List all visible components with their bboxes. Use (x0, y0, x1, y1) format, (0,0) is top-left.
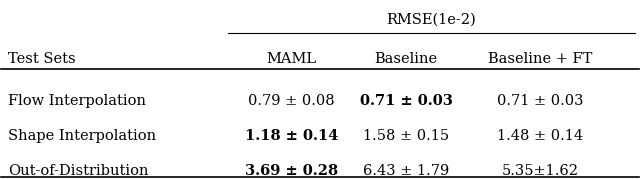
Text: 1.58 ± 0.15: 1.58 ± 0.15 (363, 129, 449, 143)
Text: Flow Interpolation: Flow Interpolation (8, 94, 146, 108)
Text: 1.48 ± 0.14: 1.48 ± 0.14 (497, 129, 583, 143)
Text: 6.43 ± 1.79: 6.43 ± 1.79 (363, 164, 449, 178)
Text: Out-of-Distribution: Out-of-Distribution (8, 164, 148, 178)
Text: RMSE(1e-2): RMSE(1e-2) (387, 13, 476, 26)
Text: Test Sets: Test Sets (8, 52, 76, 66)
Text: Shape Interpolation: Shape Interpolation (8, 129, 156, 143)
Text: Baseline: Baseline (374, 52, 438, 66)
Text: 0.79 ± 0.08: 0.79 ± 0.08 (248, 94, 335, 108)
Text: 3.69 ± 0.28: 3.69 ± 0.28 (244, 164, 338, 178)
Text: 5.35±1.62: 5.35±1.62 (501, 164, 579, 178)
Text: 0.71 ± 0.03: 0.71 ± 0.03 (497, 94, 583, 108)
Text: 0.71 ± 0.03: 0.71 ± 0.03 (360, 94, 452, 108)
Text: MAML: MAML (266, 52, 316, 66)
Text: Baseline + FT: Baseline + FT (488, 52, 592, 66)
Text: 1.18 ± 0.14: 1.18 ± 0.14 (244, 129, 338, 143)
